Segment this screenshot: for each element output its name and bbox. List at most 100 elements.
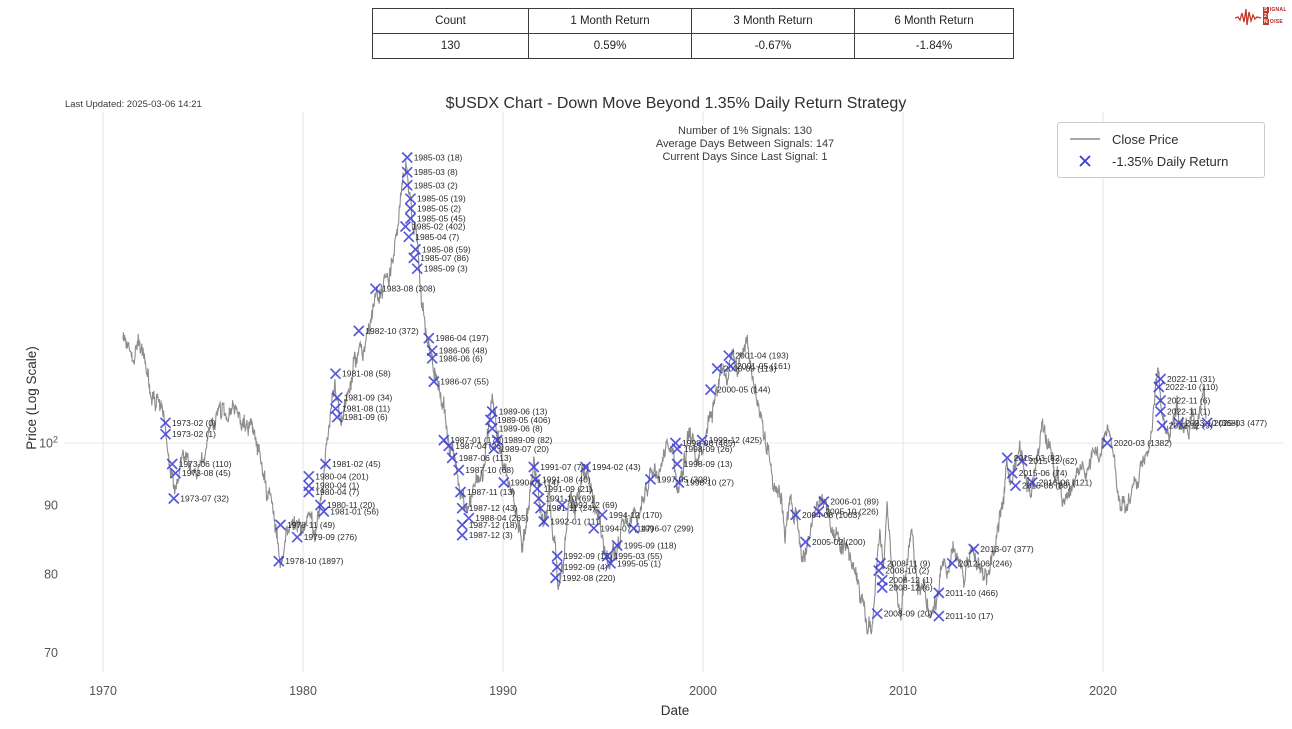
- last-updated-text: Last Updated: 2025-03-06 14:21: [65, 99, 202, 110]
- signal-x-icon: [933, 587, 945, 599]
- signal-label: 2001-05 (161): [737, 361, 791, 371]
- x-tick-label: 2020: [1089, 684, 1117, 698]
- signal-x-icon: [446, 452, 458, 464]
- signal-label: 1991-10 (69): [545, 494, 594, 504]
- signal-x-icon: [1173, 417, 1185, 429]
- summary-value-cell: -0.67%: [691, 33, 855, 59]
- signal-label: 1980-11 (20): [327, 500, 375, 510]
- x-axis-label: Date: [660, 703, 690, 718]
- signal-x-icon: [1101, 437, 1113, 449]
- signal-x-icon: [488, 443, 500, 455]
- signal-label: 2005-10 (226): [825, 507, 879, 517]
- signal-label: 1992-09 (4): [564, 562, 608, 572]
- signal-marker: 2008-10 (2): [873, 564, 929, 577]
- signal-x-icon: [968, 543, 980, 555]
- signal-label: 1989-09 (82): [504, 435, 553, 445]
- signal-label: 1987-11 (13): [467, 487, 515, 497]
- signal-x-icon: [529, 473, 542, 486]
- signal-label: 2008-12 (6): [889, 583, 933, 593]
- signal-marker: 1989-06 (13): [486, 405, 548, 418]
- signal-marker: 1991-11 (24): [534, 502, 595, 514]
- signal-label: 2016-06 (121): [1039, 478, 1093, 488]
- signal-label: 1989-05 (406): [497, 415, 551, 425]
- x-tick-label: 2010: [889, 684, 917, 698]
- signal-label: 1989-06 (13): [499, 407, 548, 417]
- signal-marker: 1989-07 (20): [488, 443, 549, 455]
- signal-x-icon: [551, 550, 563, 562]
- signal-marker: 1991-08 (40): [529, 473, 591, 486]
- signal-x-icon: [1001, 452, 1013, 464]
- signal-marker: 1992-01 (11): [538, 515, 599, 528]
- signal-marker: 2008-09 (20): [871, 608, 933, 620]
- signal-label: 1981-08 (58): [342, 369, 391, 379]
- legend: Close Price -1.35% Daily Return: [1057, 122, 1265, 178]
- signal-marker: 1985-05 (19): [404, 193, 466, 205]
- signal-label: 1985-05 (45): [417, 214, 466, 224]
- signal-x-icon: [596, 509, 608, 521]
- legend-label-close-price: Close Price: [1112, 131, 1179, 147]
- signal-marker: 1995-03 (55): [601, 550, 663, 562]
- signal-label: 1985-03 (8): [414, 167, 458, 177]
- summary-table-header-row: Count 1 Month Return 3 Month Return 6 Month…: [372, 8, 1014, 34]
- signal-marker: 2008-12 (6): [876, 581, 933, 594]
- signal-label: 1994-12 (170): [609, 510, 663, 520]
- signal-x-icon: [403, 231, 415, 243]
- signal-x-icon: [644, 473, 657, 486]
- signal-marker: 1992-12 (69): [556, 499, 618, 511]
- signal-label: 1981-09 (6): [344, 412, 388, 422]
- signal-stats-block: Number of 1% Signals: 130 Average Days B…: [656, 125, 834, 164]
- signal-label: 1998-10 (27): [685, 478, 734, 488]
- y-tick-label: 90: [44, 498, 58, 512]
- signal-x-icon: [1154, 405, 1167, 418]
- signal-marker: 1985-04 (7): [403, 231, 459, 243]
- signal-marker: 2023-10 (368): [1173, 417, 1239, 429]
- signal-x-icon: [534, 502, 547, 514]
- signal-marker: 2005-10 (226): [813, 505, 879, 518]
- signal-label: 2005-02 (200): [812, 537, 866, 547]
- signal-label: 1997-05 (308): [657, 474, 711, 484]
- signal-label: 2015-03 (82): [1014, 453, 1063, 463]
- signal-marker: 1985-03 (8): [401, 166, 458, 178]
- signal-marker: 1981-09 (34): [331, 392, 393, 404]
- signal-marker: 1989-05 (406): [484, 414, 551, 426]
- signal-marker: 1991-07 (73): [528, 461, 589, 473]
- signal-x-icon: [331, 392, 343, 404]
- signal-x-icon: [818, 496, 830, 508]
- signal-marker: 1985-02 (402): [399, 220, 466, 233]
- signal-x-icon: [409, 243, 422, 256]
- signal-label: 1995-09 (118): [624, 541, 677, 551]
- signal-label: 1987-12 (43): [469, 503, 518, 513]
- logo-word: 2: [1263, 13, 1269, 19]
- signal-x-icon: [486, 422, 498, 435]
- signal-label: 1981-01 (56): [330, 507, 379, 517]
- summary-value-cell: -1.84%: [854, 33, 1014, 59]
- signal-label: 2022-11 (31): [1167, 374, 1215, 384]
- signal-label: 1981-08 (11): [342, 404, 390, 414]
- signal-marker: 1987-12 (3): [456, 529, 513, 541]
- signal-label: 2022-12 (9): [1169, 421, 1213, 431]
- signal-marker: 2020-03 (1382): [1101, 437, 1172, 449]
- signal-x-icon: [711, 362, 723, 375]
- signal-marker: 1978-10 (1897): [273, 555, 344, 567]
- signal-label: 1978-10 (1897): [285, 556, 343, 566]
- signal-label: 1973-06 (110): [179, 459, 232, 469]
- signal-marker: 2013-07 (377): [968, 543, 1034, 555]
- signal-label: 2025-03 (477): [1214, 418, 1268, 428]
- signal-label: 1991-11 (24): [547, 503, 595, 513]
- signal-marker: 1981-09 (6): [331, 411, 388, 423]
- signal-label: 1986-06 (6): [439, 353, 483, 363]
- signal-marker: 1998-10 (27): [673, 476, 734, 489]
- signal-x-icon: [426, 352, 438, 364]
- x-tick-label: 1990: [489, 684, 517, 698]
- signal-label: 2004-08 (1003): [802, 510, 860, 520]
- y-tick-label: 70: [44, 646, 58, 660]
- signal-label: 2022-10 (110): [1165, 382, 1218, 392]
- signal-x-icon: [318, 505, 330, 518]
- signal-label: 1986-04 (197): [435, 333, 489, 343]
- signal-x-icon: [453, 464, 465, 476]
- signal-marker: 1986-04 (197): [423, 332, 489, 344]
- signal-label: 1983-08 (308): [382, 284, 436, 294]
- signal-label: 1992-12 (69): [569, 500, 618, 510]
- signal-label: 2015-06 (74): [1019, 468, 1068, 478]
- signal-marker: 1981-02 (45): [319, 458, 381, 470]
